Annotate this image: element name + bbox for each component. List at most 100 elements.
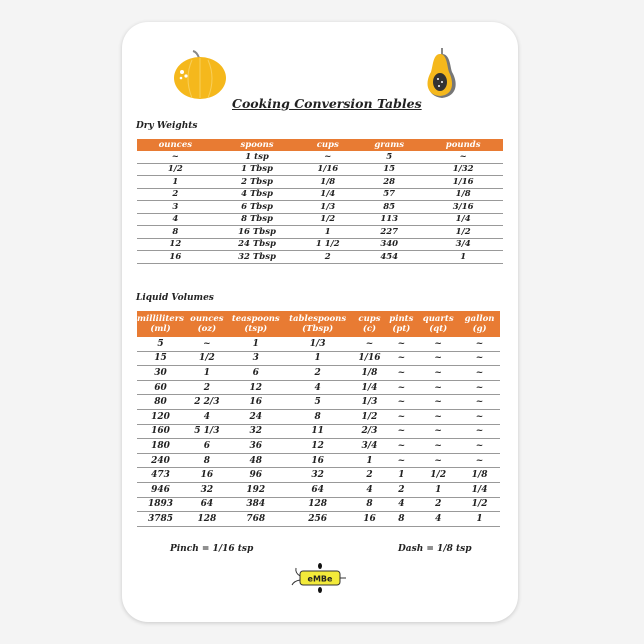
table-cell: 60 (137, 380, 184, 396)
table-cell: ~ (417, 351, 460, 367)
column-header: milliliters (ml) (137, 311, 184, 337)
table-cell: 1/16 (423, 175, 503, 189)
table-cell: ~ (423, 151, 503, 164)
table-cell: 8 (353, 497, 386, 513)
column-header: quarts (qt) (417, 311, 460, 337)
table-cell: 24 Tbsp (213, 238, 301, 251)
logo-text: eMBe (308, 575, 333, 584)
column-header-unit: (Tbsp) (302, 324, 334, 334)
table-cell: 2 (385, 482, 418, 498)
pumpkin-icon (174, 50, 226, 99)
table-cell: ~ (385, 424, 418, 440)
table-row: 946 32 192 64 4 2 1 1/4 (137, 482, 500, 498)
table-cell: 768 (229, 511, 282, 527)
table-cell: 4 (385, 497, 418, 513)
column-header-name: milliliters (137, 314, 184, 324)
table-cell: 80 (137, 394, 184, 410)
table-cell: 8 (281, 409, 354, 425)
table-cell: 48 (229, 453, 282, 469)
table-cell: 16 (137, 250, 214, 264)
table-cell: 120 (137, 409, 184, 425)
dry-weights-table: ounces spoons cups grams pounds ~1 tsp ~5 ~1/2… (137, 139, 503, 264)
table-cell: 128 (281, 497, 354, 513)
table-cell: 2 (137, 188, 214, 201)
table-cell: ~ (385, 351, 418, 367)
table-cell: ~ (417, 380, 460, 396)
table-cell: 1 (423, 250, 503, 264)
table-cell: 2 (417, 497, 460, 513)
table-cell: 1/3 (353, 394, 386, 410)
column-header: ounces (137, 139, 214, 151)
table-cell: ~ (385, 438, 418, 454)
table-cell: 5 (137, 337, 184, 352)
table-row: 1/2 1 Tbsp 1/16 15 1/32 (137, 163, 503, 176)
table-row: 180 6 36 12 3/4 ~ ~ ~ (137, 438, 500, 454)
column-header-name: quarts (422, 314, 454, 324)
table-cell: 256 (281, 511, 354, 527)
table-cell: 384 (229, 497, 282, 513)
table-cell: 946 (137, 482, 184, 498)
column-header: teaspoons (tsp) (229, 311, 282, 337)
table-cell: 1 (183, 365, 230, 381)
table-cell: 36 (229, 438, 282, 454)
table-cell: 1/2 (353, 409, 386, 425)
table-cell: 3 (229, 351, 282, 367)
table-cell: ~ (459, 365, 500, 381)
table-row: 3785 128 768 256 16 8 4 1 (137, 511, 500, 527)
liquid-volumes-table: milliliters (ml) ounces (oz) teaspoons (tsp) t… (137, 311, 500, 527)
table-cell: 2 (300, 250, 356, 264)
table-cell: 5 (355, 151, 424, 164)
table-cell: 11 (281, 424, 354, 440)
pinch-note: Pinch = 1/16 tsp (170, 544, 254, 554)
table-cell: 1/8 (300, 175, 356, 189)
table-cell: ~ (459, 351, 500, 367)
table-cell: 5 (281, 394, 354, 410)
table-cell: ~ (353, 337, 386, 352)
table-cell: 3/4 (353, 438, 386, 454)
table-cell: 4 (137, 213, 214, 226)
table-cell: 12 (281, 438, 354, 454)
table-cell: 8 (137, 225, 214, 239)
table-cell: 3785 (137, 511, 184, 527)
table-cell: 240 (137, 453, 184, 469)
table-cell: 1/4 (353, 380, 386, 396)
column-header-name: gallon (464, 314, 495, 324)
column-header-unit: (ml) (150, 324, 171, 334)
table-cell: 1 (459, 511, 500, 527)
table-cell: 192 (229, 482, 282, 498)
table-cell: 28 (355, 175, 424, 189)
table-cell: 1/2 (300, 213, 356, 226)
table-cell: 6 (229, 365, 282, 381)
table-cell: 32 (281, 467, 354, 483)
table-cell: ~ (459, 380, 500, 396)
table-cell: ~ (459, 337, 500, 352)
table-cell: 1/2 (137, 163, 214, 176)
table-cell: 1 tsp (213, 151, 301, 164)
table-cell: ~ (417, 394, 460, 410)
table-cell: ~ (385, 409, 418, 425)
table-cell: 2 2/3 (183, 394, 230, 410)
table-cell: ~ (459, 394, 500, 410)
table-cell: ~ (417, 365, 460, 381)
table-cell: ~ (385, 337, 418, 352)
table-cell: ~ (137, 151, 214, 164)
table-cell: 1/4 (423, 213, 503, 226)
table-cell: 64 (281, 482, 354, 498)
table-cell: 8 Tbsp (213, 213, 301, 226)
table-cell: 1/3 (300, 200, 356, 214)
table-cell: 6 Tbsp (213, 200, 301, 214)
table-row: 240 8 48 16 1 ~ ~ ~ (137, 453, 500, 469)
table-row: 8 16 Tbsp 1 227 1/2 (137, 225, 503, 239)
table-cell: 1 Tbsp (213, 163, 301, 176)
table-cell: 1/4 (300, 188, 356, 201)
table-cell: ~ (417, 337, 460, 352)
table-cell: 1 (229, 337, 282, 352)
table-cell: 1/2 (417, 467, 460, 483)
table-cell: 15 (355, 163, 424, 176)
table-cell: ~ (459, 409, 500, 425)
table-cell: ~ (385, 365, 418, 381)
table-cell: 1/8 (423, 188, 503, 201)
